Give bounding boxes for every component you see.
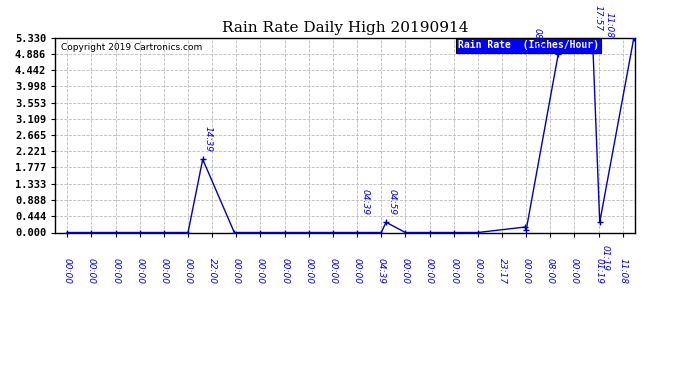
Text: 00:00: 00:00	[425, 258, 434, 284]
Text: 04:39: 04:39	[377, 258, 386, 284]
Text: 11:08: 11:08	[618, 258, 627, 284]
Text: 00:00: 00:00	[63, 258, 72, 284]
Text: 11:08: 11:08	[604, 12, 613, 38]
Text: 01:19: 01:19	[594, 258, 603, 284]
Text: 00:00: 00:00	[304, 258, 313, 284]
Text: 00:00: 00:00	[353, 258, 362, 284]
Text: 00:00: 00:00	[328, 258, 337, 284]
Text: 14:39: 14:39	[204, 126, 213, 152]
Text: 00:00: 00:00	[159, 258, 168, 284]
Title: Rain Rate Daily High 20190914: Rain Rate Daily High 20190914	[221, 21, 469, 35]
Text: 00:00: 00:00	[280, 258, 289, 284]
Text: 00:00: 00:00	[184, 258, 193, 284]
Text: Copyright 2019 Cartronics.com: Copyright 2019 Cartronics.com	[61, 44, 202, 52]
Text: 00:00: 00:00	[135, 258, 144, 284]
Text: 00:00: 00:00	[256, 258, 265, 284]
Text: 01:19: 01:19	[601, 245, 610, 271]
Text: 00:00: 00:00	[522, 258, 531, 284]
Text: 23:17: 23:17	[497, 258, 506, 284]
Text: 08:00: 08:00	[546, 258, 555, 284]
Text: 00:00: 00:00	[570, 258, 579, 284]
Text: 22:00: 22:00	[208, 258, 217, 284]
Text: Rain Rate  (Inches/Hour): Rain Rate (Inches/Hour)	[458, 40, 599, 51]
Text: 17:57: 17:57	[593, 4, 602, 30]
Text: 08:00: 08:00	[533, 28, 542, 54]
Text: 04:39: 04:39	[360, 189, 369, 215]
Text: 00:00: 00:00	[232, 258, 241, 284]
Text: 00:00: 00:00	[473, 258, 482, 284]
Text: 04:59: 04:59	[387, 189, 396, 215]
Text: 00:00: 00:00	[111, 258, 120, 284]
Text: 00:00: 00:00	[87, 258, 96, 284]
Text: 00:00: 00:00	[449, 258, 458, 284]
Text: 00:00: 00:00	[401, 258, 410, 284]
